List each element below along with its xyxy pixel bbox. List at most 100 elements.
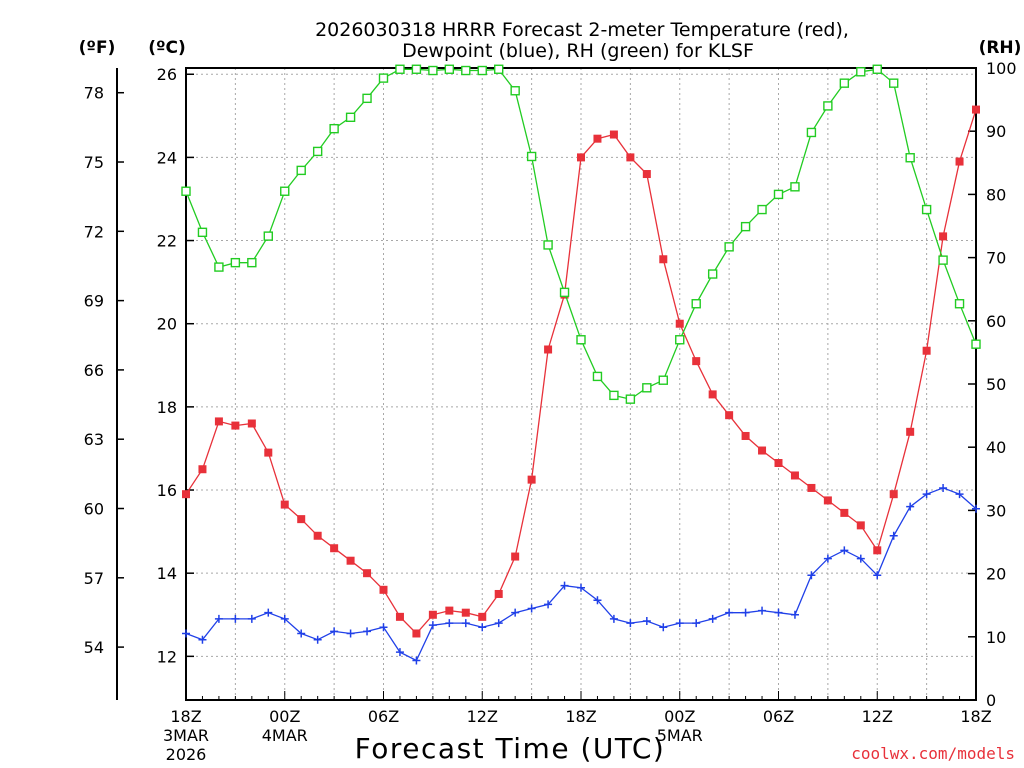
temperature-point [478,612,487,621]
rh-point [296,165,306,176]
dewpoint-point [774,608,783,617]
dewpoint-point [214,614,223,623]
dewpoint-point [708,614,717,623]
temperature-point [182,490,190,499]
x-tick-label: 12Z [467,707,498,726]
dewpoint-point [626,619,635,628]
dewpoint-point [577,583,585,592]
dewpoint-point [922,490,931,499]
series-layer [181,64,981,665]
rh-point [790,182,800,192]
temperature-point [889,490,898,499]
x-tick-label: 06Z [368,707,399,726]
dewpoint-point [692,619,701,628]
rh-point [280,186,290,196]
rh-tick-label: 0 [986,691,996,710]
x-tick-label: 06Z [763,707,794,726]
dewpoint-point [906,502,915,511]
temperature-point [593,134,602,143]
rh-point [707,269,718,279]
x-tick-label: 18Z [565,707,596,726]
dewpoint-point [428,621,437,630]
x-tick-date-label: 4MAR [262,726,308,745]
rh-tick-label: 40 [986,438,1006,457]
rh-point [247,257,257,268]
fahrenheit-tick-label: 69 [84,292,104,311]
celsius-tick-label: 26 [157,65,177,84]
temperature-point [395,612,404,621]
dewpoint-point [972,504,980,513]
dewpoint-point [939,483,948,492]
rh-point [658,375,668,385]
title-line-2: Dewpoint (blue), RH (green) for KLSF [402,40,754,62]
tick-labels: 12 14 16 18 20 22 24 26 54 57 60 63 66 69 72 75 78 0 10 20 3… [84,59,1017,764]
dewpoint-point [264,608,273,617]
celsius-tick-label: 24 [157,148,177,167]
rh-tick-label: 80 [986,185,1006,204]
dewpoint-point [363,627,372,636]
temperature-point [511,552,520,561]
temperature-point [758,446,767,455]
x-tick-label: 12Z [862,707,893,726]
dewpoint-point [560,581,569,590]
temperature-point [247,419,256,428]
rh-point [197,227,208,238]
dewpoint-point [346,629,355,638]
rh-point [214,262,224,272]
dewpoint-point [856,554,865,563]
temperature-point [313,531,322,540]
x-tick-label: 18Z [960,707,991,726]
dewpoint-point [379,623,388,632]
temperature-point [231,421,240,430]
dewpoint-point [395,648,404,657]
rh-point [576,335,586,345]
rh-tick-label: 30 [986,501,1006,520]
rh-point [428,65,438,76]
rh-tick-label: 10 [986,628,1006,647]
x-tick-label: 18Z [170,707,201,726]
rh-point [411,64,422,74]
rh-point [230,257,241,268]
rh-point [806,127,817,138]
rh-point [263,231,273,241]
title-line-1: 2026030318 HRRR Forecast 2-meter Tempera… [315,19,849,41]
rh-point [971,339,981,349]
rh-point [642,383,652,393]
temperature-point [461,608,470,617]
celsius-tick-label: 20 [157,315,177,334]
rh-point [477,65,487,76]
rh-point [872,64,882,74]
series-temperature [182,105,980,638]
dewpoint-point [873,571,882,580]
celsius-tick-label: 16 [157,481,177,500]
temperature-point [922,346,931,355]
temperature-point [972,105,980,114]
dewpoint-point [840,546,849,555]
temperature-point [741,431,750,440]
dewpoint-point [659,623,668,632]
temperature-point [330,544,339,553]
rh-point [757,204,767,215]
axes [116,67,977,701]
rh-point [312,146,323,157]
temperature-point [642,170,651,179]
celsius-unit-label: (ºC) [148,38,186,58]
rh-point [889,78,899,88]
rh-point [675,335,685,345]
rh-point [724,242,734,252]
celsius-tick-label: 18 [157,398,177,417]
fahrenheit-tick-label: 78 [84,84,104,103]
temperature-point [873,546,882,555]
dewpoint-point [330,627,339,636]
temperature-point [675,319,684,328]
grid [186,68,976,700]
dewpoint-point [182,629,190,638]
dewpoint-point [412,656,421,665]
rh-point [559,287,570,298]
x-tick-date-label: 3MAR [163,726,209,745]
rh-point [461,65,471,76]
temperature-point [297,515,306,524]
fahrenheit-unit-label: (ºF) [79,38,116,58]
series-dewpoint [182,483,980,665]
